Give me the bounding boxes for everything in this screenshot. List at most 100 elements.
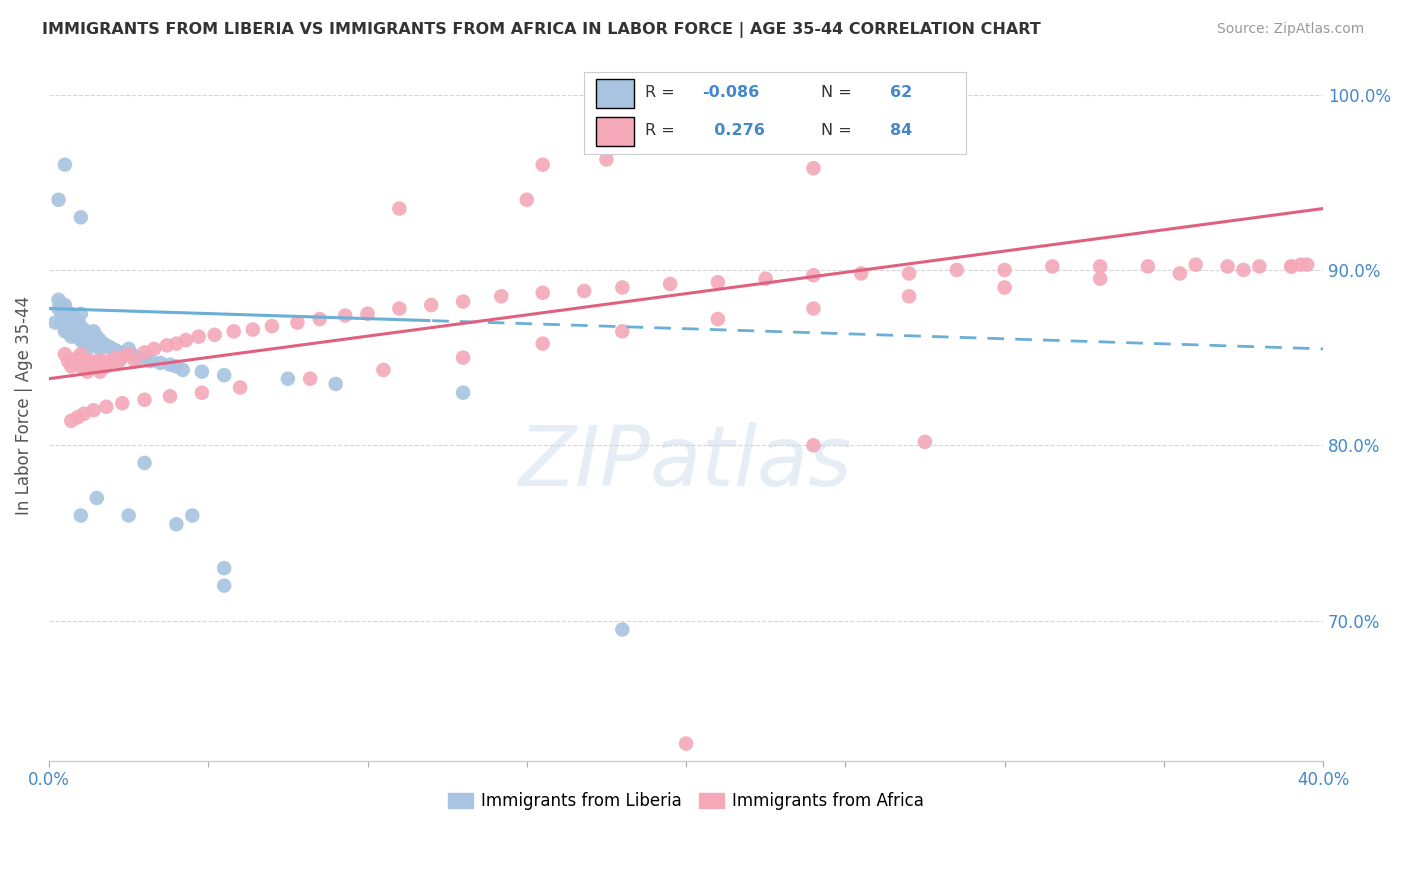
Point (612, 623, 634, 637)
Point (63, 312, 86, 326)
Point (260, 319, 283, 334)
Point (181, 508, 204, 523)
Point (53, 307, 76, 321)
Point (83, 359, 105, 374)
Point (212, 368, 235, 383)
Point (1249, 260, 1271, 274)
Point (191, 385, 214, 400)
Point (1279, 260, 1302, 274)
Point (91, 354, 114, 368)
Point (69, 333, 91, 347)
Point (86, 329, 108, 343)
Point (73, 329, 96, 343)
Text: Source: ZipAtlas.com: Source: ZipAtlas.com (1216, 22, 1364, 37)
Point (69, 508, 91, 523)
Point (63, 319, 86, 334)
Point (96, 338, 118, 352)
Point (69, 359, 91, 374)
Point (222, 324, 245, 338)
Point (60, 316, 83, 330)
Point (66, 316, 89, 330)
Point (69, 347, 91, 361)
Point (96, 359, 118, 374)
Point (86, 491, 108, 505)
Point (165, 336, 187, 351)
Point (56, 354, 79, 368)
Point (66, 351, 89, 365)
Point (172, 363, 194, 377)
Point (707, 275, 730, 289)
Point (659, 277, 682, 291)
Point (56, 307, 79, 321)
Point (187, 329, 209, 343)
Point (356, 307, 378, 321)
Point (531, 285, 554, 300)
Point (242, 322, 264, 336)
Point (63, 354, 86, 368)
Point (531, 336, 554, 351)
Point (134, 456, 156, 470)
Point (111, 351, 134, 365)
Point (1289, 258, 1312, 272)
Point (66, 329, 89, 343)
Point (139, 354, 162, 368)
Point (117, 347, 139, 361)
Point (76, 342, 98, 356)
Text: ZIPatlas: ZIPatlas (519, 422, 853, 503)
Point (44, 316, 66, 330)
Point (325, 376, 347, 391)
Point (60, 307, 83, 321)
Point (53, 316, 76, 330)
Point (1088, 271, 1111, 285)
Point (451, 351, 474, 365)
Point (1184, 258, 1206, 272)
Point (69, 319, 91, 334)
Point (755, 271, 778, 285)
Point (108, 354, 131, 368)
Point (420, 298, 443, 312)
Point (73, 336, 96, 351)
Point (134, 345, 156, 359)
Point (451, 294, 474, 309)
Point (69, 211, 91, 225)
Point (491, 289, 513, 303)
Point (117, 342, 139, 356)
Point (56, 324, 79, 338)
Point (104, 343, 127, 358)
Point (149, 356, 172, 370)
Point (48, 301, 70, 316)
Point (159, 389, 181, 403)
Point (1168, 267, 1191, 281)
Point (994, 280, 1017, 294)
Point (101, 354, 124, 368)
Point (53, 347, 76, 361)
Point (165, 517, 187, 532)
Point (277, 372, 299, 386)
Point (83, 336, 105, 351)
Point (51, 316, 73, 330)
Point (76, 365, 98, 379)
Point (134, 351, 156, 365)
Point (89, 333, 111, 347)
Point (101, 342, 124, 356)
Point (803, 268, 825, 283)
Point (79, 336, 101, 351)
Point (803, 438, 825, 452)
Point (612, 324, 634, 338)
Point (108, 345, 131, 359)
Point (851, 267, 873, 281)
Point (308, 312, 330, 326)
Point (51, 307, 73, 321)
Point (134, 392, 156, 407)
Point (373, 363, 395, 377)
Point (73, 407, 96, 421)
Point (111, 347, 134, 361)
Point (1088, 260, 1111, 274)
Point (612, 280, 634, 294)
Legend: Immigrants from Liberia, Immigrants from Africa: Immigrants from Liberia, Immigrants from… (441, 785, 931, 817)
Point (60, 329, 83, 343)
Point (229, 380, 252, 394)
Point (66, 410, 89, 425)
Point (914, 434, 936, 449)
Point (204, 327, 226, 342)
